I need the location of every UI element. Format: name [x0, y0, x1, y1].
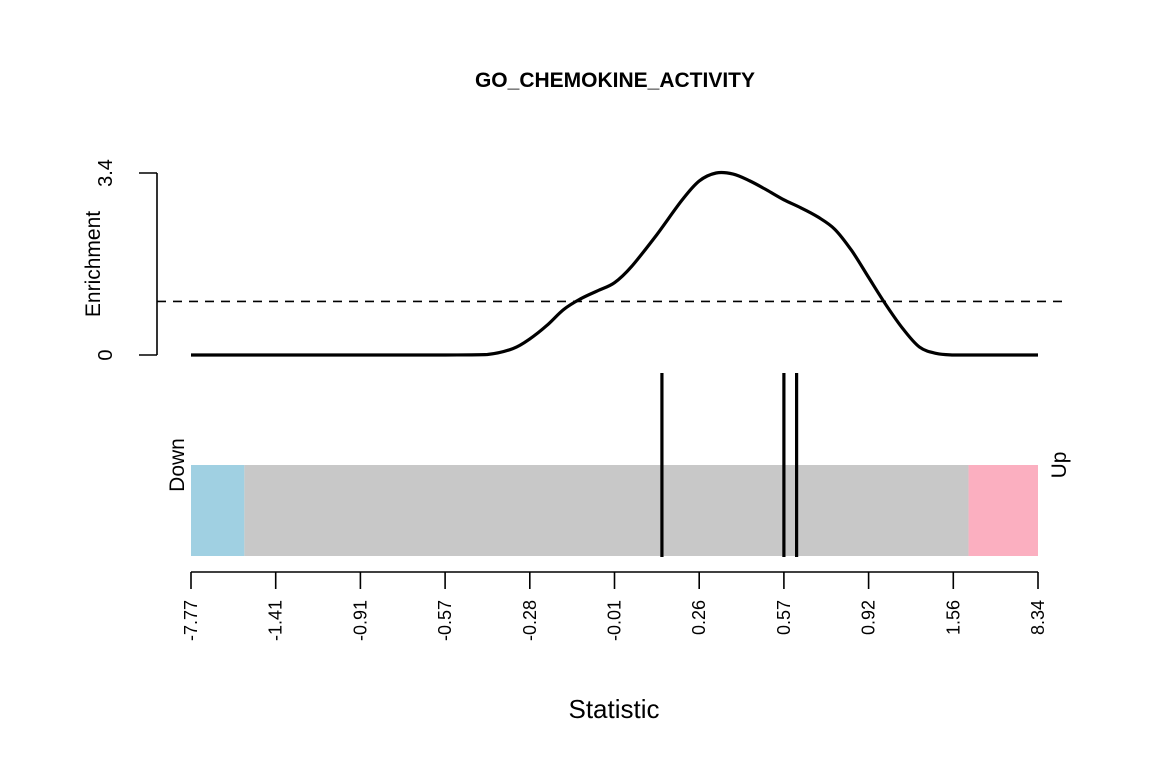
y-tick-label-top: 3.4: [95, 159, 117, 187]
x-tick-label-0: -7.77: [181, 600, 201, 641]
bar-region-1: [244, 465, 969, 556]
enrichment-curve: [191, 170, 1038, 357]
x-tick-label-9: 1.56: [943, 600, 963, 635]
y-tick-label-bottom: 0: [95, 349, 117, 360]
barcode-bar: [191, 465, 1038, 556]
x-tick-label-1: -1.41: [266, 600, 286, 641]
barcode-lines: [660, 373, 799, 557]
bar-region-0: [191, 465, 245, 556]
chart-title: GO_CHEMOKINE_ACTIVITY: [475, 69, 755, 92]
x-axis: -7.77 -1.41 -0.91 -0.57 -0.28 -0.01 0.26 0.57 0.…: [181, 571, 1048, 641]
up-label: Up: [1048, 452, 1071, 479]
x-tick-label-5: -0.01: [605, 600, 625, 641]
x-axis-label: Statistic: [568, 694, 659, 724]
y-axis-label: Enrichment: [82, 211, 105, 317]
x-tick-label-7: 0.57: [774, 600, 794, 635]
x-tick-label-8: 0.92: [859, 600, 879, 635]
down-label: Down: [166, 438, 189, 492]
x-tick-label-2: -0.91: [350, 600, 370, 641]
x-tick-label-4: -0.28: [520, 600, 540, 641]
x-tick-label-3: -0.57: [435, 600, 455, 641]
y-axis: 3.4 0 Enrichment: [82, 159, 158, 361]
bar-region-2: [968, 465, 1038, 556]
x-tick-label-6: 0.26: [689, 600, 709, 635]
x-tick-label-10: 8.34: [1028, 600, 1048, 635]
